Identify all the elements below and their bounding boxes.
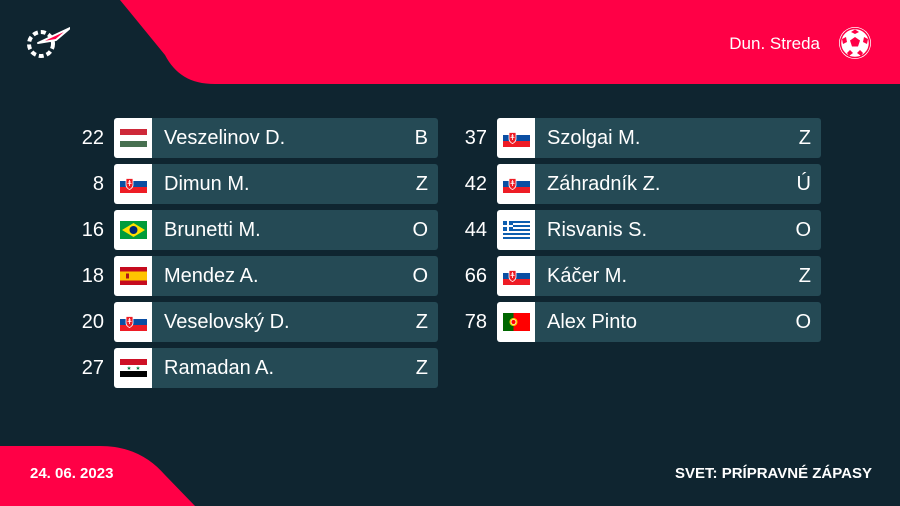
player-row[interactable]: 18 Mendez A. O	[60, 256, 438, 296]
player-row[interactable]: 20 Veselovský D. Z	[60, 302, 438, 342]
player-row[interactable]: 8 Dimun M. Z	[60, 164, 438, 204]
player-name: Brunetti M.	[164, 219, 261, 241]
player-position: B	[414, 127, 428, 149]
player-number: 22	[81, 127, 104, 149]
player-card[interactable]: Szolgai M. Z	[497, 118, 821, 158]
player-number: 44	[464, 219, 487, 241]
slovakia-flag-icon	[114, 302, 152, 342]
player-name: Ramadan A.	[164, 357, 275, 379]
footer-banner-shape	[0, 446, 195, 506]
player-position: O	[795, 311, 811, 333]
player-card[interactable]: Káčer M. Z	[497, 256, 821, 296]
slovakia-flag-icon	[497, 118, 535, 158]
syria-flag-icon	[114, 348, 152, 388]
player-row[interactable]: 16 Brunetti M. O	[60, 210, 438, 250]
player-name: Alex Pinto	[547, 311, 638, 333]
player-name: Dimun M.	[164, 173, 250, 195]
brazil-flag-icon	[114, 210, 152, 250]
player-position: Z	[798, 265, 811, 287]
player-row[interactable]: 37 Szolgai M. Z	[443, 118, 821, 158]
football-icon	[839, 27, 871, 59]
slovakia-flag-icon	[497, 256, 535, 296]
player-row[interactable]: 78 Alex Pinto O	[443, 302, 821, 342]
player-number: 20	[81, 311, 104, 333]
player-card[interactable]: Ramadan A. Z	[114, 348, 438, 388]
player-name: Risvanis S.	[547, 219, 648, 241]
player-card[interactable]: Veselovský D. Z	[114, 302, 438, 342]
spain-flag-icon	[114, 256, 152, 296]
match-date: 24. 06. 2023	[30, 465, 114, 482]
player-row[interactable]: 42 Záhradník Z. Ú	[443, 164, 821, 204]
player-number: 78	[464, 311, 487, 333]
player-row[interactable]: 44 Risvanis S. O	[443, 210, 821, 250]
player-row[interactable]: 22 Veszelinov D. B	[60, 118, 438, 158]
player-name: Veszelinov D.	[164, 127, 286, 149]
player-card[interactable]: Dimun M. Z	[114, 164, 438, 204]
player-number: 42	[464, 173, 487, 195]
header-banner-shape	[120, 0, 900, 84]
player-position: O	[412, 265, 428, 287]
greece-flag-icon	[497, 210, 535, 250]
player-number: 8	[92, 173, 104, 195]
player-position: Z	[415, 357, 428, 379]
player-name: Záhradník Z.	[547, 173, 661, 195]
player-number: 66	[464, 265, 487, 287]
player-number: 37	[464, 127, 487, 149]
player-card[interactable]: Veszelinov D. B	[114, 118, 438, 158]
player-card[interactable]: Záhradník Z. Ú	[497, 164, 821, 204]
player-name: Veselovský D.	[164, 311, 290, 333]
player-card[interactable]: Risvanis S. O	[497, 210, 821, 250]
portugal-flag-icon	[497, 302, 535, 342]
player-card[interactable]: Brunetti M. O	[114, 210, 438, 250]
flashscore-logo-icon	[27, 27, 70, 58]
player-position: Z	[798, 127, 811, 149]
player-number: 16	[81, 219, 104, 241]
player-position: Z	[415, 173, 428, 195]
player-name: Szolgai M.	[547, 127, 641, 149]
lineup-column-right: 37 Szolgai M. Z 42 Záhradník Z. Ú 44 Ris…	[443, 118, 821, 348]
player-position: Ú	[796, 173, 811, 195]
team-name: Dun. Streda	[729, 34, 820, 53]
player-row[interactable]: 27 Ramadan A. Z	[60, 348, 438, 388]
player-card[interactable]: Mendez A. O	[114, 256, 438, 296]
player-position: O	[412, 219, 428, 241]
player-row[interactable]: 66 Káčer M. Z	[443, 256, 821, 296]
hungary-flag-icon	[114, 118, 152, 158]
lineup-column-left: 22 Veszelinov D. B 8 Dimun M. Z 16 Brune…	[60, 118, 438, 394]
player-card[interactable]: Alex Pinto O	[497, 302, 821, 342]
slovakia-flag-icon	[114, 164, 152, 204]
player-name: Káčer M.	[547, 265, 628, 287]
player-name: Mendez A.	[164, 265, 259, 287]
player-position: Z	[415, 311, 428, 333]
player-position: O	[795, 219, 811, 241]
competition-name: SVET: PRÍPRAVNÉ ZÁPASY	[675, 465, 872, 482]
player-number: 27	[81, 357, 104, 379]
player-number: 18	[81, 265, 104, 287]
slovakia-flag-icon	[497, 164, 535, 204]
